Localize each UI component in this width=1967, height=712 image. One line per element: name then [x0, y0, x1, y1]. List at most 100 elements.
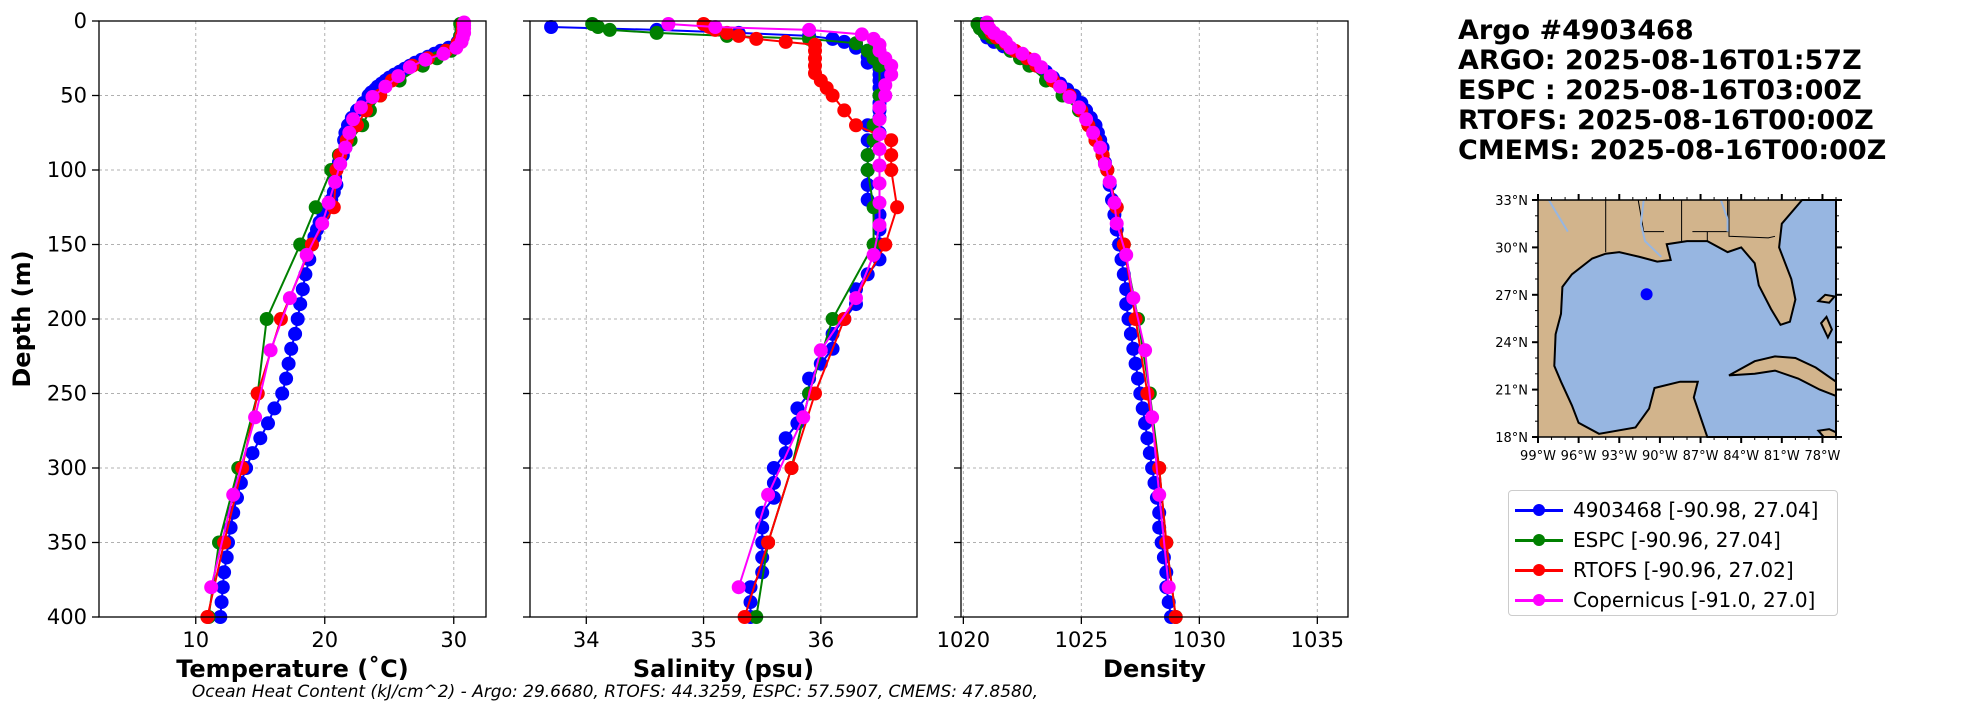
data-point — [837, 312, 852, 326]
data-point — [215, 580, 230, 595]
data-point — [872, 142, 887, 157]
data-point — [825, 31, 840, 46]
data-point — [1145, 410, 1160, 425]
data-point — [295, 282, 310, 297]
data-point — [235, 461, 250, 475]
x-tick-label: 35 — [690, 628, 717, 652]
data-point — [282, 291, 297, 306]
series-copernicus — [661, 17, 899, 595]
profile-panels: 10 20 30050100150200250300350400Temperatur… — [8, 9, 1349, 683]
data-point — [808, 386, 822, 401]
data-point — [402, 60, 417, 75]
legend-marker-argo — [1515, 500, 1563, 520]
map-lon-label: 99°W — [1520, 449, 1556, 464]
data-point — [731, 580, 746, 595]
x-tick-label: 1030 — [1173, 628, 1226, 652]
data-point — [1128, 312, 1143, 326]
data-point — [872, 100, 887, 115]
data-point — [884, 133, 899, 148]
data-point — [1159, 535, 1174, 550]
data-point — [860, 163, 875, 177]
data-point — [259, 312, 274, 326]
map-lat-label: 27°N — [1495, 289, 1528, 304]
y-tick-label: 400 — [47, 605, 87, 629]
x-tick-label: 1025 — [1055, 628, 1108, 652]
data-point — [884, 67, 899, 82]
map-lat-label: 33°N — [1495, 194, 1528, 209]
map-lon-label: 96°W — [1561, 449, 1597, 464]
data-point — [1053, 79, 1068, 94]
data-point — [872, 127, 887, 142]
x-tick-label: 1035 — [1291, 628, 1344, 652]
data-point — [602, 22, 617, 37]
data-point — [308, 200, 323, 215]
legend-entry-copernicus: Copernicus [-91.0, 27.0] — [1509, 585, 1837, 615]
data-point — [878, 237, 893, 252]
legend-label-argo: 4903468 [-90.98, 27.04] — [1573, 498, 1819, 522]
data-point — [281, 356, 296, 371]
data-point — [1102, 174, 1117, 189]
data-point — [872, 158, 887, 173]
series-line — [206, 24, 464, 618]
map-lat-label: 21°N — [1495, 384, 1528, 399]
data-point — [761, 487, 776, 502]
data-point — [1109, 216, 1124, 231]
data-point — [1140, 386, 1155, 401]
data-point — [333, 157, 348, 171]
data-point — [1079, 112, 1094, 127]
data-point — [342, 125, 357, 140]
data-point — [226, 487, 241, 502]
cmems-time: CMEMS: 2025-08-16T00:00Z — [1458, 135, 1887, 166]
x-tick-label: 10 — [182, 628, 209, 652]
data-point — [1131, 371, 1145, 386]
series-espc — [201, 17, 469, 624]
map-lon-label: 93°W — [1601, 449, 1637, 464]
legend-entry-argo: 4903468 [-90.98, 27.04] — [1509, 495, 1837, 525]
data-point — [802, 22, 817, 37]
legend-label-copernicus: Copernicus [-91.0, 27.0] — [1573, 588, 1816, 612]
x-tick-label: 34 — [573, 628, 600, 652]
x-axis-label: Density — [1103, 655, 1206, 683]
series-line — [207, 23, 463, 618]
data-point — [1093, 140, 1108, 155]
data-point — [315, 216, 330, 231]
data-point — [1015, 46, 1030, 61]
data-point — [365, 90, 380, 104]
data-point — [248, 410, 263, 425]
argo-time: ARGO: 2025-08-16T01:57Z — [1458, 45, 1862, 76]
data-point — [755, 565, 770, 580]
series-4903468 — [213, 17, 469, 624]
map-lon-label: 90°W — [1642, 449, 1678, 464]
map-lon-label: 87°W — [1683, 449, 1719, 464]
map-bahamas — [1816, 293, 1837, 304]
data-point — [391, 69, 406, 84]
legend-entry-espc: ESPC [-90.96, 27.04] — [1509, 525, 1837, 555]
data-point — [353, 100, 368, 115]
x-tick-label: 30 — [440, 628, 467, 652]
data-point — [813, 343, 828, 358]
panel-temperature-c-: 10 20 30050100150200250300350400Temperatur… — [8, 9, 487, 683]
legend-label-espc: ESPC [-90.96, 27.04] — [1573, 528, 1781, 552]
data-point — [860, 148, 875, 163]
data-point — [866, 247, 881, 262]
float-location-marker — [1640, 288, 1653, 301]
data-point — [872, 176, 887, 191]
data-point — [872, 112, 887, 127]
data-point — [1062, 90, 1077, 104]
data-point — [1043, 69, 1058, 84]
data-point — [761, 535, 776, 550]
data-point — [1086, 125, 1101, 140]
data-point — [449, 40, 464, 55]
data-point — [378, 79, 393, 94]
series-line — [219, 24, 463, 618]
data-point — [214, 595, 229, 610]
data-point — [743, 580, 758, 595]
data-point — [1126, 291, 1141, 306]
data-point — [267, 401, 282, 416]
data-point — [253, 431, 268, 446]
data-point — [1123, 326, 1138, 341]
grid — [530, 20, 917, 618]
series-line — [210, 22, 466, 588]
map-ocean — [1553, 199, 1837, 438]
